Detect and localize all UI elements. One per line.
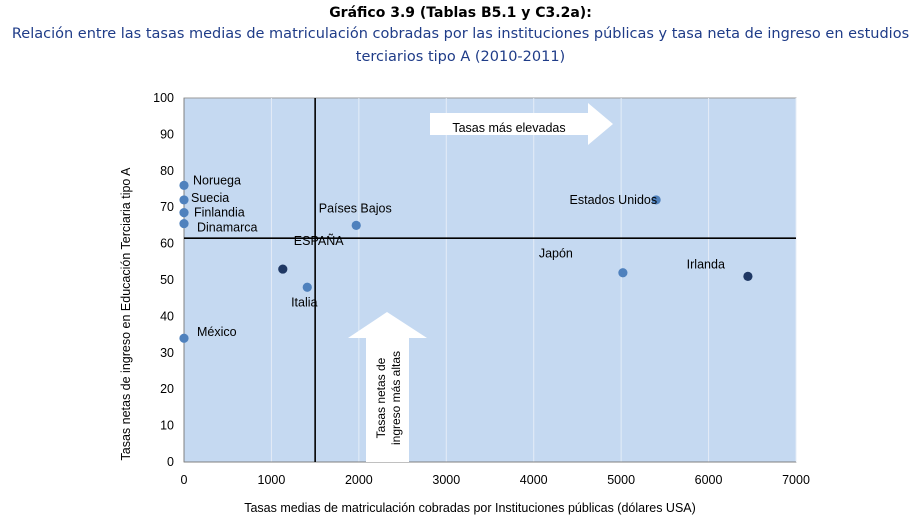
data-point (179, 208, 189, 218)
reference-lines (184, 98, 796, 462)
data-point-label: Japón (539, 247, 573, 261)
y-tick-label: 70 (160, 200, 174, 214)
y-tick-label: 100 (153, 91, 174, 105)
y-tick-labels: 0 10 20 30 40 50 60 70 80 90 100 (153, 91, 174, 469)
data-point-label: Dinamarca (197, 221, 257, 235)
y-tick-label: 60 (160, 237, 174, 251)
data-point (651, 195, 661, 205)
data-point-label: Finlandia (194, 206, 245, 220)
plot-area (183, 97, 797, 463)
chart-subtitle-line2: terciarios tipo A (2010-2011) (355, 49, 566, 65)
y-tick-label: 10 (160, 419, 174, 433)
arrow-right-shape (430, 103, 613, 145)
data-point-label: ESPAÑA (294, 234, 344, 248)
arrow-up-label-line2: ingreso más altas (389, 351, 403, 445)
data-point (278, 264, 288, 274)
arrow-right-label: Tasas más elevadas (452, 121, 565, 135)
data-point (179, 218, 189, 229)
x-tick-label: 6000 (695, 473, 723, 487)
x-tick-label: 5000 (607, 473, 635, 487)
x-tick-label: 0 (181, 473, 188, 487)
x-tick-label: 7000 (782, 473, 810, 487)
data-point-label: Países Bajos (319, 201, 392, 215)
y-axis-title: Tasas netas de ingreso en Educación Terc… (119, 167, 133, 461)
data-point-label: Italia (291, 295, 317, 309)
data-point (179, 333, 189, 343)
y-tick-label: 0 (167, 455, 174, 469)
y-tick-label: 40 (160, 309, 174, 323)
x-axis-title: Tasas medias de matriculación cobradas p… (244, 501, 696, 515)
arrow-up-shape (348, 312, 427, 462)
y-tick-label: 50 (160, 273, 174, 287)
chart-header: Gráfico 3.9 (Tablas B5.1 y C3.2a): Relac… (0, 4, 921, 68)
data-point-label: Estados Unidos (570, 193, 658, 207)
data-point (179, 180, 189, 190)
data-point-label: Suecia (191, 191, 229, 205)
y-tick-label: 20 (160, 382, 174, 396)
data-point (743, 271, 753, 281)
arrow-up-label-line1: Tasas netas de (374, 357, 388, 438)
data-point (618, 268, 628, 278)
chart-title: Gráfico 3.9 (Tablas B5.1 y C3.2a): (329, 5, 592, 21)
y-tick-label: 80 (160, 164, 174, 178)
x-tick-label: 2000 (345, 473, 373, 487)
data-point-label: México (197, 325, 237, 339)
x-tick-label: 1000 (258, 473, 286, 487)
data-point-label: Irlanda (687, 257, 725, 271)
data-point (179, 195, 189, 205)
annotation-arrows: Tasas más elevadas Tasas netas de ingres… (348, 103, 613, 462)
x-tick-label: 4000 (520, 473, 548, 487)
data-point (351, 220, 361, 230)
x-tick-label: 3000 (432, 473, 460, 487)
axes (183, 98, 796, 463)
data-point (302, 282, 312, 292)
chart-subtitle-line1: Relación entre las tasas medias de matri… (11, 26, 910, 42)
x-tick-labels: 0 1000 2000 3000 4000 5000 6000 7000 (181, 473, 810, 487)
y-tick-label: 30 (160, 346, 174, 360)
y-tick-label: 90 (160, 127, 174, 141)
data-point-label: Noruega (193, 173, 241, 187)
grid-lines (270, 98, 797, 462)
